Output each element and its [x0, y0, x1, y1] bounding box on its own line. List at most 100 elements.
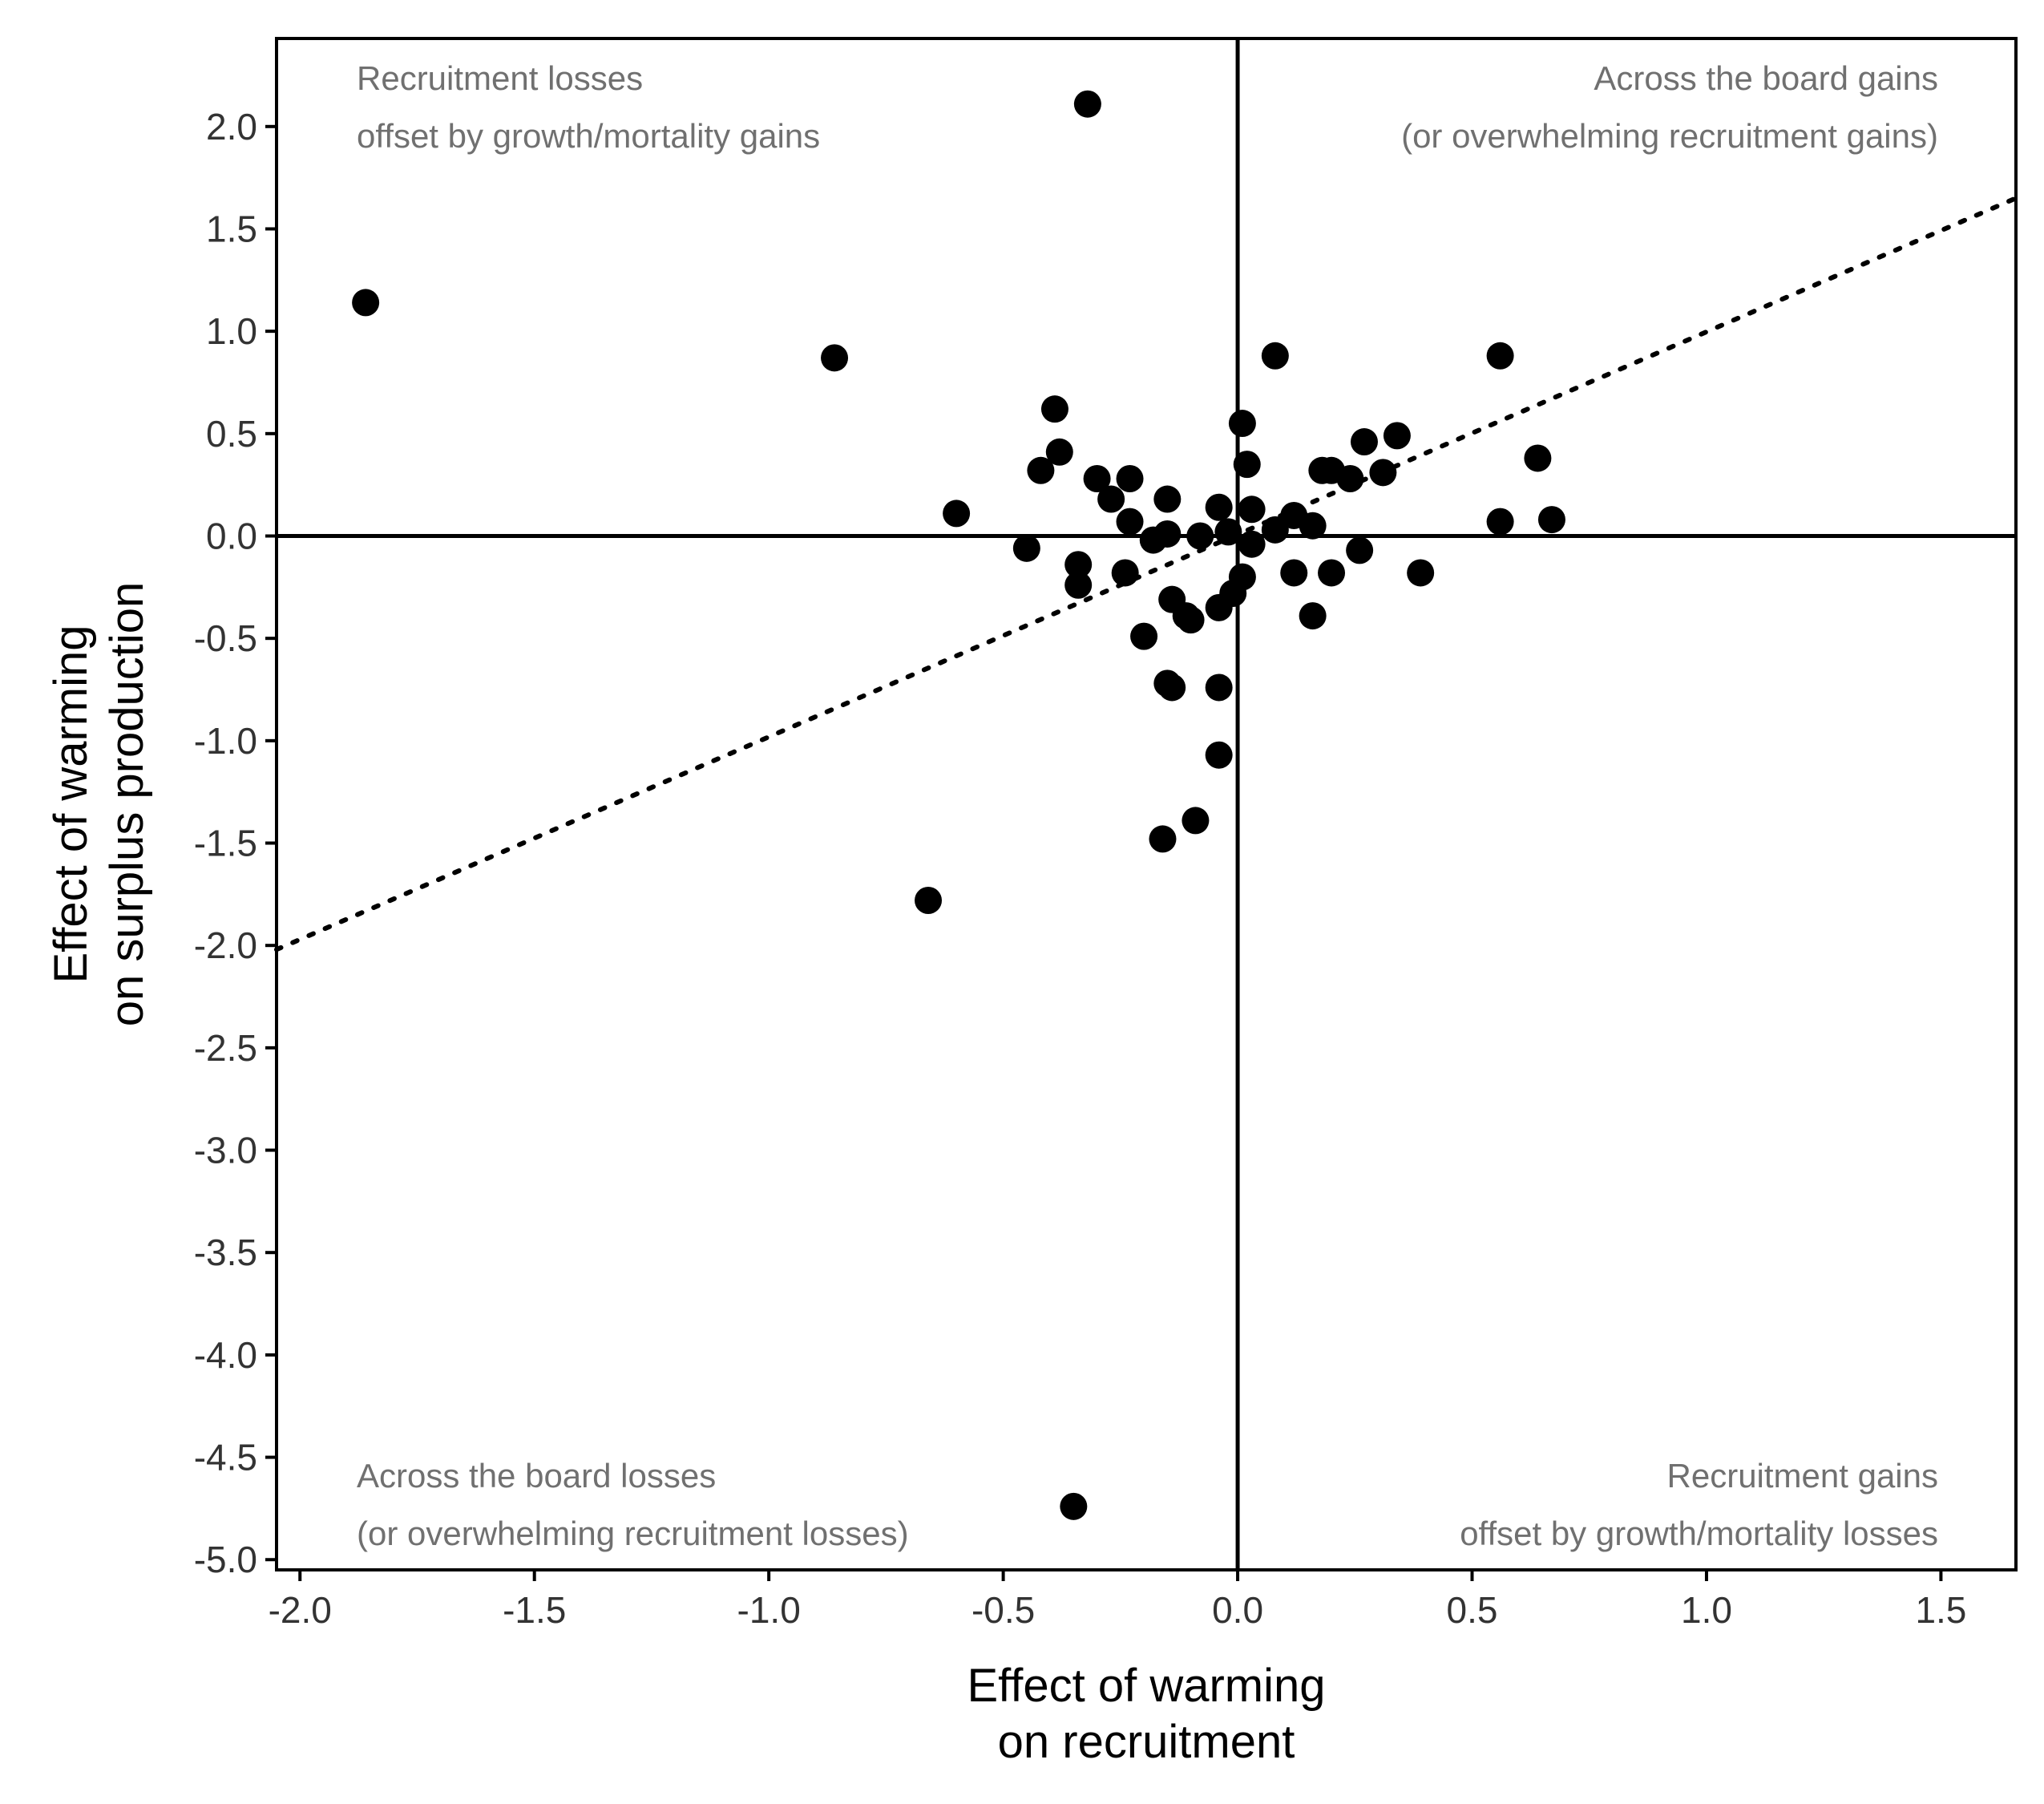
annotation-line: offset by growth/mortality gains	[357, 117, 820, 155]
data-point	[1407, 559, 1435, 587]
data-point	[1060, 1492, 1088, 1520]
data-point	[1012, 534, 1040, 562]
trend-line-group	[274, 196, 2018, 953]
data-point	[352, 289, 380, 317]
data-point	[1486, 342, 1514, 370]
annotation-line: Across the board losses	[357, 1457, 716, 1495]
data-point	[1537, 506, 1565, 534]
data-point	[1186, 522, 1214, 550]
data-point	[1153, 485, 1182, 513]
annotation-line: (or overwhelming recruitment losses)	[357, 1515, 909, 1552]
annotation-line: offset by growth/mortality losses	[1460, 1515, 1938, 1552]
data-point	[1064, 551, 1093, 579]
annotation-line: (or overwhelming recruitment gains)	[1401, 117, 1938, 155]
y-tick-label: -4.5	[194, 1437, 257, 1478]
annotation-top-right: Across the board gains (or overwhelming r…	[1401, 59, 1938, 155]
data-point	[1111, 559, 1139, 587]
data-point	[915, 887, 943, 915]
annotation-line: Recruitment losses	[357, 59, 643, 97]
y-tick-label: 1.0	[206, 310, 257, 352]
x-tick-label: 1.5	[1915, 1589, 1966, 1631]
data-point	[1238, 530, 1266, 558]
data-point	[1261, 342, 1289, 370]
data-point	[1524, 444, 1552, 472]
y-tick-label: -1.0	[194, 720, 257, 762]
data-point	[1299, 512, 1327, 540]
y-tick-label: -4.0	[194, 1334, 257, 1376]
x-tick-label: -0.5	[972, 1589, 1035, 1631]
plot-panel	[275, 37, 2018, 1571]
data-point	[1350, 428, 1378, 456]
y-tick-label: 0.5	[206, 413, 257, 455]
data-point	[1228, 563, 1256, 591]
data-point	[1097, 485, 1125, 513]
data-point	[1158, 673, 1186, 702]
trend-line	[274, 196, 2018, 953]
data-point	[1383, 422, 1411, 450]
data-point	[1346, 536, 1374, 564]
data-point	[1149, 825, 1177, 853]
data-point	[1486, 508, 1514, 536]
y-tick-label: -2.5	[194, 1027, 257, 1069]
data-point	[1027, 456, 1055, 484]
data-point	[1040, 395, 1068, 423]
data-point	[1299, 602, 1327, 630]
y-axis-title-line: Effect of warming	[45, 625, 97, 983]
y-tick-label: -0.5	[194, 617, 257, 659]
quadrant-annotations: Recruitment losses offset by growth/morta…	[357, 59, 1938, 1552]
data-point	[1280, 559, 1308, 587]
data-point	[1318, 559, 1346, 587]
x-tick-label: -1.5	[503, 1589, 566, 1631]
y-tick-label: 0.0	[206, 515, 257, 556]
data-point	[1261, 516, 1289, 544]
x-axis-title-line: on recruitment	[998, 1716, 1295, 1768]
y-axis-title: Effect of warming on surplus production	[45, 582, 153, 1027]
data-point	[1233, 451, 1261, 479]
data-point	[1116, 464, 1144, 492]
annotation-line: Recruitment gains	[1667, 1457, 1938, 1495]
annotation-top-left: Recruitment losses offset by growth/morta…	[357, 59, 820, 155]
x-tick-label: -1.0	[737, 1589, 801, 1631]
data-point	[1116, 508, 1144, 536]
y-tick-label: -1.5	[194, 823, 257, 864]
y-axis-title-line: on surplus production	[101, 582, 153, 1027]
data-point	[1205, 493, 1233, 521]
x-tick-label: -2.0	[269, 1589, 332, 1631]
y-axis: 2.0 1.5 1.0 0.5 0.0 -0.5 -1.0 -1.5 -2.0 -2.5 -3.0 -…	[194, 106, 277, 1580]
y-tick-label: 2.0	[206, 106, 257, 148]
data-point	[1130, 622, 1158, 650]
data-point	[1083, 464, 1111, 492]
data-point	[1369, 459, 1397, 487]
data-point	[1228, 410, 1256, 438]
data-point	[1073, 90, 1101, 118]
data-point	[1153, 520, 1182, 548]
annotation-bottom-right: Recruitment gains offset by growth/mortal…	[1460, 1457, 1938, 1552]
x-axis: -2.0 -1.5 -1.0 -0.5 0.0 0.5 1.0 1.5	[269, 1570, 1966, 1631]
data-point	[1214, 518, 1242, 546]
data-point	[1205, 673, 1233, 702]
y-tick-label: 1.5	[206, 208, 257, 249]
data-point	[1182, 807, 1210, 835]
x-tick-label: 1.0	[1681, 1589, 1732, 1631]
y-tick-label: -3.5	[194, 1232, 257, 1273]
data-point	[1238, 495, 1266, 524]
y-tick-label: -3.0	[194, 1130, 257, 1171]
x-axis-title-line: Effect of warming	[967, 1660, 1325, 1712]
data-point	[943, 500, 971, 528]
annotation-line: Across the board gains	[1594, 59, 1938, 97]
data-point	[1336, 464, 1364, 492]
data-point	[1177, 606, 1205, 634]
data-points	[352, 90, 1565, 1520]
data-point	[821, 344, 849, 372]
data-point	[1064, 571, 1093, 599]
annotation-bottom-left: Across the board losses (or overwhelming …	[357, 1457, 909, 1552]
x-tick-label: 0.0	[1212, 1589, 1263, 1631]
y-tick-label: -5.0	[194, 1539, 257, 1580]
x-tick-label: 0.5	[1447, 1589, 1498, 1631]
data-point	[1205, 741, 1233, 769]
data-point	[1045, 438, 1073, 466]
y-tick-label: -2.0	[194, 924, 257, 966]
